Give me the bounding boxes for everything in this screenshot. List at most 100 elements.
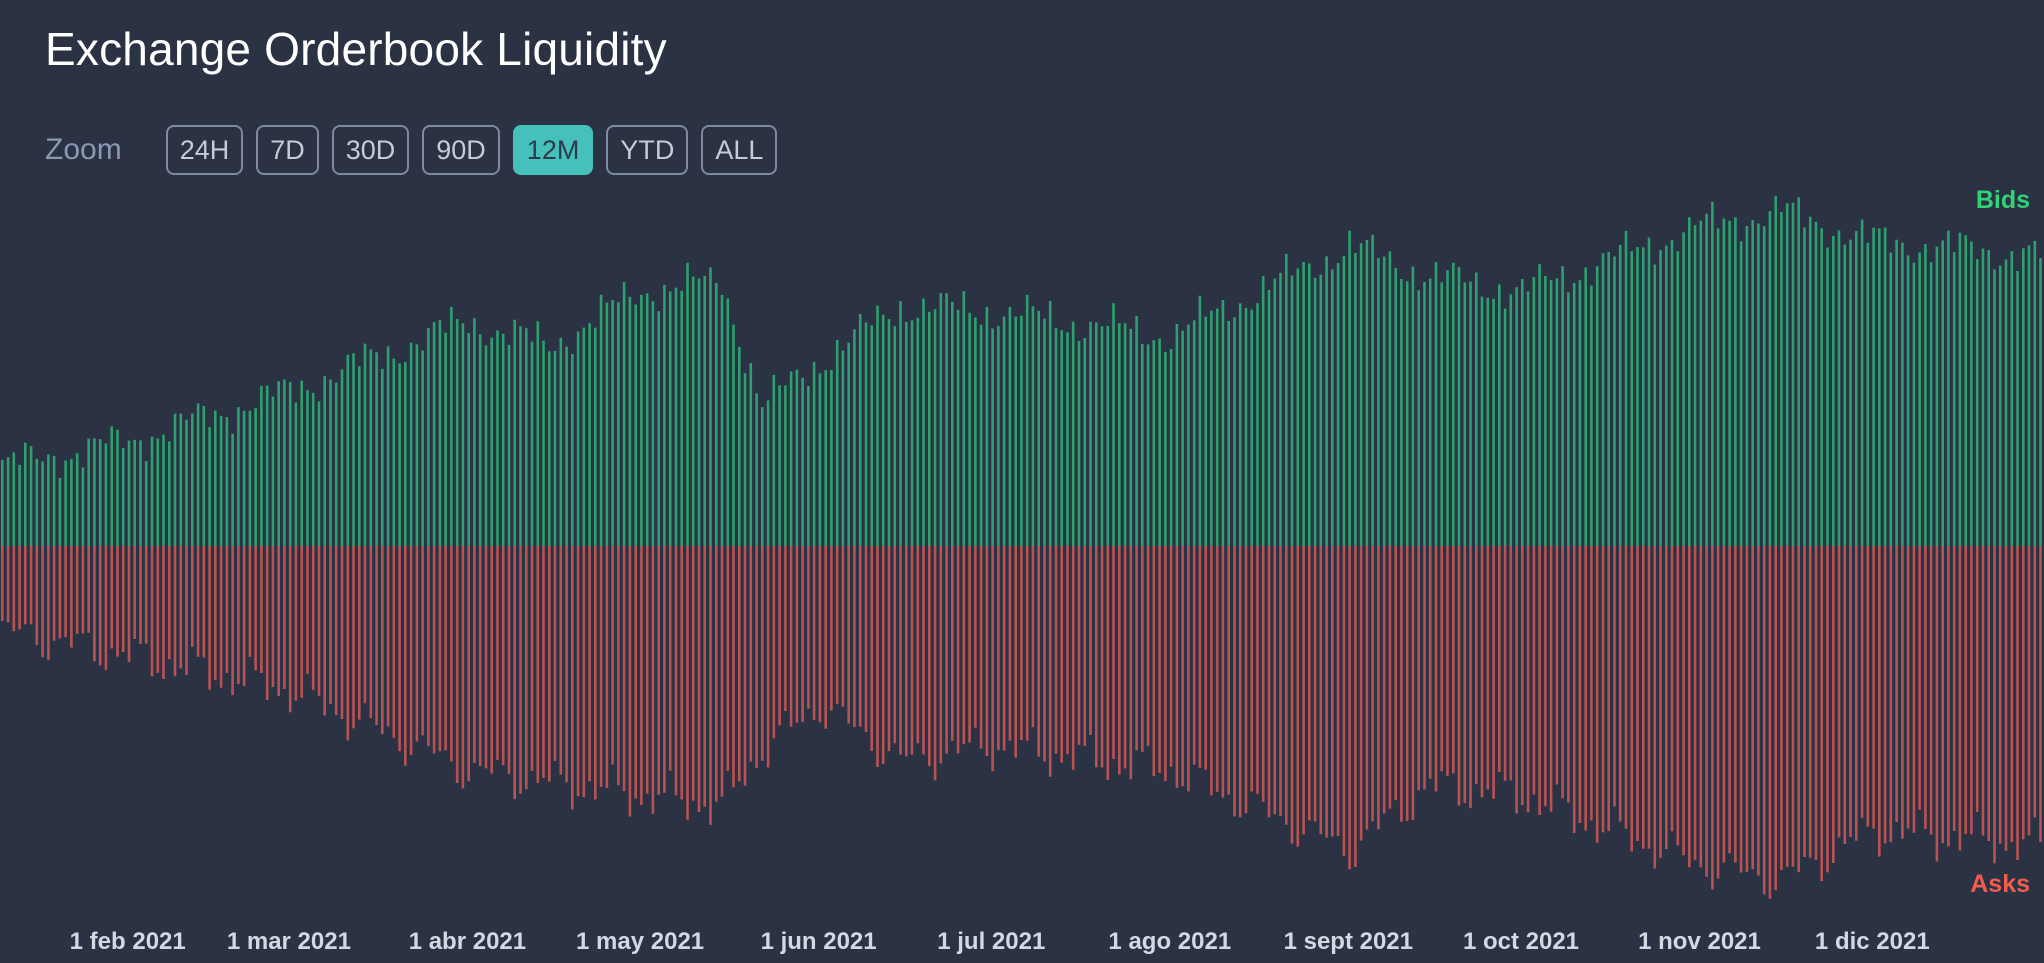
bid-bar [605,302,609,546]
ask-bar [893,546,897,744]
ask-bar [1400,546,1403,822]
ask-bar [622,546,626,792]
bid-bar [1492,298,1495,546]
bid-bar [294,402,298,546]
ask-bar [1359,546,1363,841]
ask-bar [1964,546,1967,834]
bid-bar [1889,252,1893,546]
bid-bar [1739,241,1743,546]
bid-bar [1774,195,1777,547]
ask-bar [778,546,781,726]
ask-bar [1849,546,1852,837]
zoom-all-button[interactable]: ALL [701,125,778,175]
zoom-ytd-button[interactable]: YTD [606,125,689,175]
bid-bar [1791,202,1795,546]
zoom-7d-button[interactable]: 7D [256,125,319,175]
bid-bar [1273,278,1277,546]
ask-bar [1118,546,1121,775]
ask-bar [801,546,804,722]
bid-bar [668,291,672,546]
bid-bar [1169,349,1173,546]
bid-bar [1567,292,1570,546]
bid-bar [548,351,551,546]
ask-bar [1008,546,1012,741]
ask-bar [1123,546,1127,769]
ask-bar [1906,546,1910,829]
bid-bar [686,262,689,546]
ask-bar [162,546,165,679]
bid-bar [899,301,902,546]
ask-bar [35,546,39,645]
bid-bar [1912,262,1916,546]
ask-bar [870,546,873,751]
bid-bar [352,353,355,546]
bid-bar [1509,294,1513,546]
ask-bar [1492,546,1495,799]
bid-bar [1066,332,1069,546]
bid-bar [1832,235,1835,547]
ask-bar [507,546,511,774]
bid-bar [1693,225,1697,546]
ask-bar [219,546,223,688]
bid-bar [98,439,102,546]
bid-bar [173,413,177,546]
ask-bar [766,546,770,768]
bid-bar [985,306,989,546]
zoom-12m-button[interactable]: 12M [512,125,594,175]
bid-bar [404,362,407,546]
ask-bar [1423,546,1426,790]
ask-bar [1434,546,1438,792]
ask-bar [352,546,355,729]
bid-bar [1803,227,1806,546]
ask-bar [173,546,177,677]
ask-bar [1164,546,1167,782]
ask-bar [1665,546,1668,850]
ask-bar [98,546,102,666]
ask-bar [1313,546,1317,822]
ask-bar [1158,546,1161,773]
ask-bar [761,546,764,761]
ask-bar [1025,546,1029,741]
ask-bar [657,546,660,795]
zoom-24h-button[interactable]: 24H [165,125,244,175]
ask-bar [202,546,206,658]
ask-bar [1601,546,1605,833]
ask-bar [70,546,73,648]
ask-bar [87,546,90,633]
ask-bar [916,546,920,744]
bid-bar [594,327,597,546]
ask-bar [415,546,419,742]
ask-bar [1382,546,1386,814]
zoom-90d-button[interactable]: 90D [422,125,500,175]
ask-bar [818,546,822,723]
bid-bar [818,373,822,546]
ask-bar [1590,546,1593,821]
ask-bar [1285,546,1288,825]
ask-bar [1538,546,1541,815]
ask-bar [1532,546,1536,795]
ask-bar [784,546,787,711]
ask-bar [392,546,396,738]
bid-bar [1296,268,1300,546]
bid-bar [214,410,217,546]
bid-bar [1106,326,1110,546]
bid-bar [18,464,21,546]
ask-bar [1705,546,1708,877]
ask-bar [6,546,10,623]
bid-bar [1417,290,1420,546]
ask-bar [1071,546,1075,770]
bid-bar [1883,227,1887,546]
ask-bar [501,546,505,766]
bid-bar [1423,282,1426,546]
bid-bar [910,320,914,546]
ask-bar [887,546,891,752]
bid-bar [461,323,465,546]
x-axis-ticks: 1 feb 2021 1 mar 2021 1 abr 2021 1 may 2021… [70,928,1930,955]
bid-bar [1463,282,1467,546]
bid-bar [645,293,649,546]
zoom-30d-button[interactable]: 30D [331,125,410,175]
bid-bar [1555,278,1559,546]
bid-bar [1665,245,1668,546]
bid-bar [467,333,470,546]
bid-bar [1676,251,1680,546]
